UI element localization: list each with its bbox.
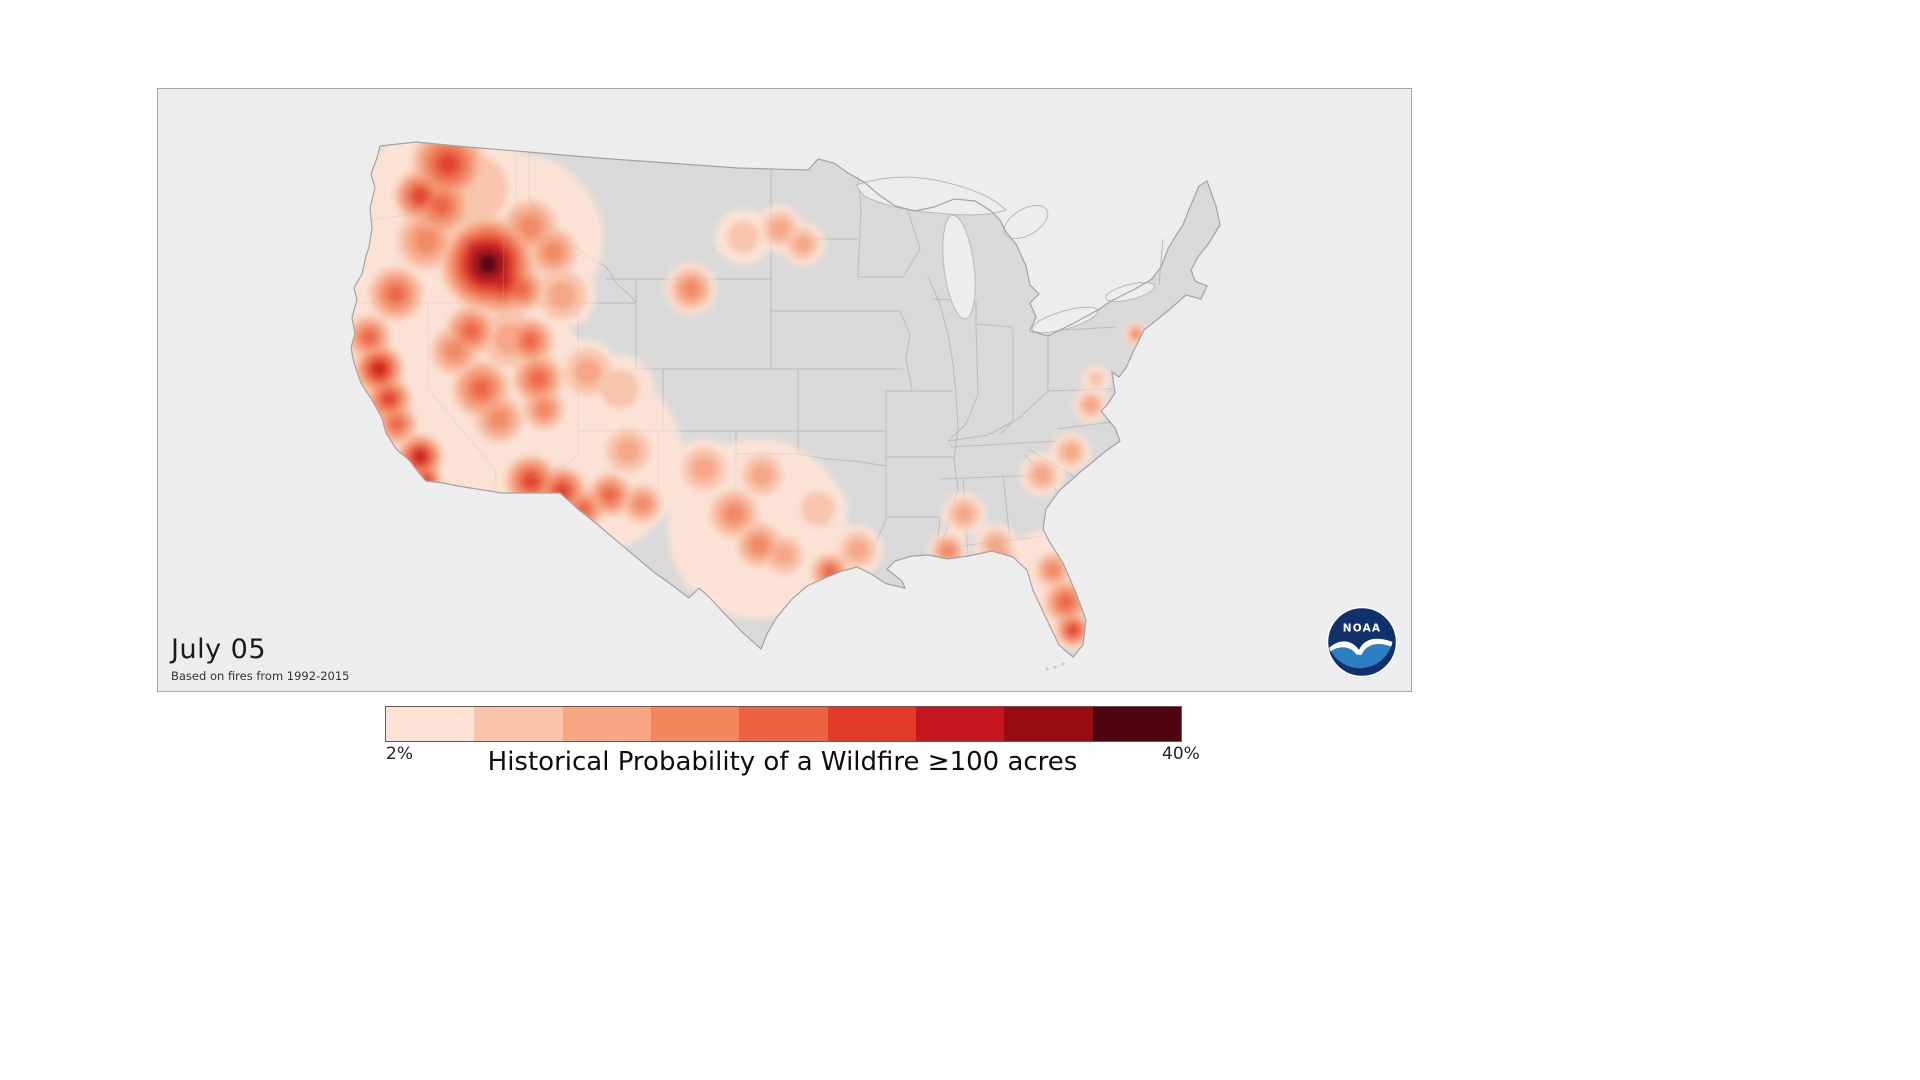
legend-min-label: 2% <box>386 744 413 764</box>
wildfire-probability-map-panel: July 05 Based on fires from 1992-2015 NO… <box>157 88 1412 692</box>
legend-color-segment <box>650 707 740 741</box>
us-map-svg <box>158 89 1411 691</box>
legend-color-segment <box>739 707 828 741</box>
map-source-note: Based on fires from 1992-2015 <box>171 669 350 683</box>
legend-color-segment <box>562 707 651 741</box>
legend-title: Historical Probability of a Wildfire ≥10… <box>487 747 1078 777</box>
legend-color-segment <box>915 707 1005 741</box>
legend-color-segment <box>386 707 475 741</box>
legend-color-segment <box>474 707 563 741</box>
legend-max-label: 40% <box>1162 744 1200 764</box>
legend-color-segment <box>827 707 916 741</box>
legend-colorbar <box>385 706 1182 742</box>
noaa-logo-text: NOAA <box>1343 623 1381 635</box>
noaa-logo: NOAA <box>1326 606 1398 678</box>
legend-color-segment <box>1004 707 1093 741</box>
map-date-label: July 05 <box>171 634 266 665</box>
noaa-seagull-icon <box>1329 638 1393 655</box>
legend-color-segment <box>1092 707 1181 741</box>
